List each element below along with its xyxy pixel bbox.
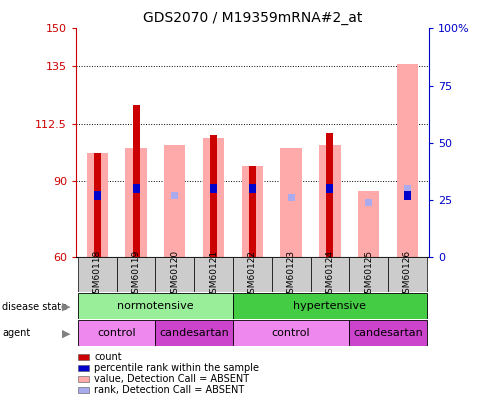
Bar (172, 192, 178, 199)
Bar (78, 257, 117, 292)
Bar (94, 153, 101, 257)
Bar (233, 320, 349, 346)
Bar (210, 184, 217, 193)
Text: count: count (94, 352, 122, 362)
Bar (155, 257, 194, 292)
Bar (349, 320, 427, 346)
Title: GDS2070 / M19359mRNA#2_at: GDS2070 / M19359mRNA#2_at (143, 11, 362, 25)
Text: ▶: ▶ (62, 328, 70, 338)
Text: GSM60119: GSM60119 (131, 250, 141, 299)
Bar (280, 148, 302, 257)
Bar (358, 191, 379, 257)
Bar (210, 135, 217, 257)
Bar (155, 320, 233, 346)
Bar (94, 191, 101, 200)
Bar (388, 257, 427, 292)
Text: value, Detection Call = ABSENT: value, Detection Call = ABSENT (94, 374, 249, 384)
Bar (117, 257, 155, 292)
Text: ▶: ▶ (62, 302, 70, 311)
Bar (404, 191, 411, 200)
Bar (78, 293, 233, 319)
Text: rank, Detection Call = ABSENT: rank, Detection Call = ABSENT (94, 385, 245, 395)
Bar (365, 199, 372, 206)
Bar (272, 257, 311, 292)
Bar (94, 194, 101, 201)
Bar (242, 166, 263, 257)
Text: hypertensive: hypertensive (294, 301, 367, 311)
Bar (233, 293, 427, 319)
Bar (326, 132, 333, 257)
Bar (397, 64, 418, 257)
Text: candesartan: candesartan (159, 328, 229, 338)
Text: candesartan: candesartan (353, 328, 423, 338)
Bar (125, 148, 147, 257)
Text: GSM60122: GSM60122 (248, 250, 257, 299)
Text: control: control (272, 328, 311, 338)
Bar (326, 184, 333, 193)
Bar (249, 199, 256, 206)
Text: normotensive: normotensive (117, 301, 194, 311)
Text: agent: agent (2, 328, 31, 338)
Bar (78, 320, 155, 346)
Bar (87, 153, 108, 257)
Text: GSM60124: GSM60124 (325, 250, 334, 299)
Text: GSM60121: GSM60121 (209, 250, 218, 299)
Text: control: control (98, 328, 136, 338)
Text: GSM60118: GSM60118 (93, 250, 102, 299)
Text: percentile rank within the sample: percentile rank within the sample (94, 363, 259, 373)
Bar (210, 194, 217, 201)
Bar (288, 194, 294, 201)
Bar (133, 188, 140, 194)
Bar (164, 145, 186, 257)
Text: GSM60120: GSM60120 (171, 250, 179, 299)
Bar (203, 138, 224, 257)
Text: disease state: disease state (2, 302, 68, 311)
Text: GSM60125: GSM60125 (364, 250, 373, 299)
Bar (233, 257, 272, 292)
Bar (133, 184, 140, 193)
Bar (349, 257, 388, 292)
Bar (133, 104, 140, 257)
Text: GSM60126: GSM60126 (403, 250, 412, 299)
Bar (326, 194, 333, 201)
Bar (249, 184, 256, 193)
Bar (194, 257, 233, 292)
Text: GSM60123: GSM60123 (287, 250, 295, 299)
Bar (404, 185, 411, 192)
Bar (311, 257, 349, 292)
Bar (319, 145, 341, 257)
Bar (249, 166, 256, 257)
